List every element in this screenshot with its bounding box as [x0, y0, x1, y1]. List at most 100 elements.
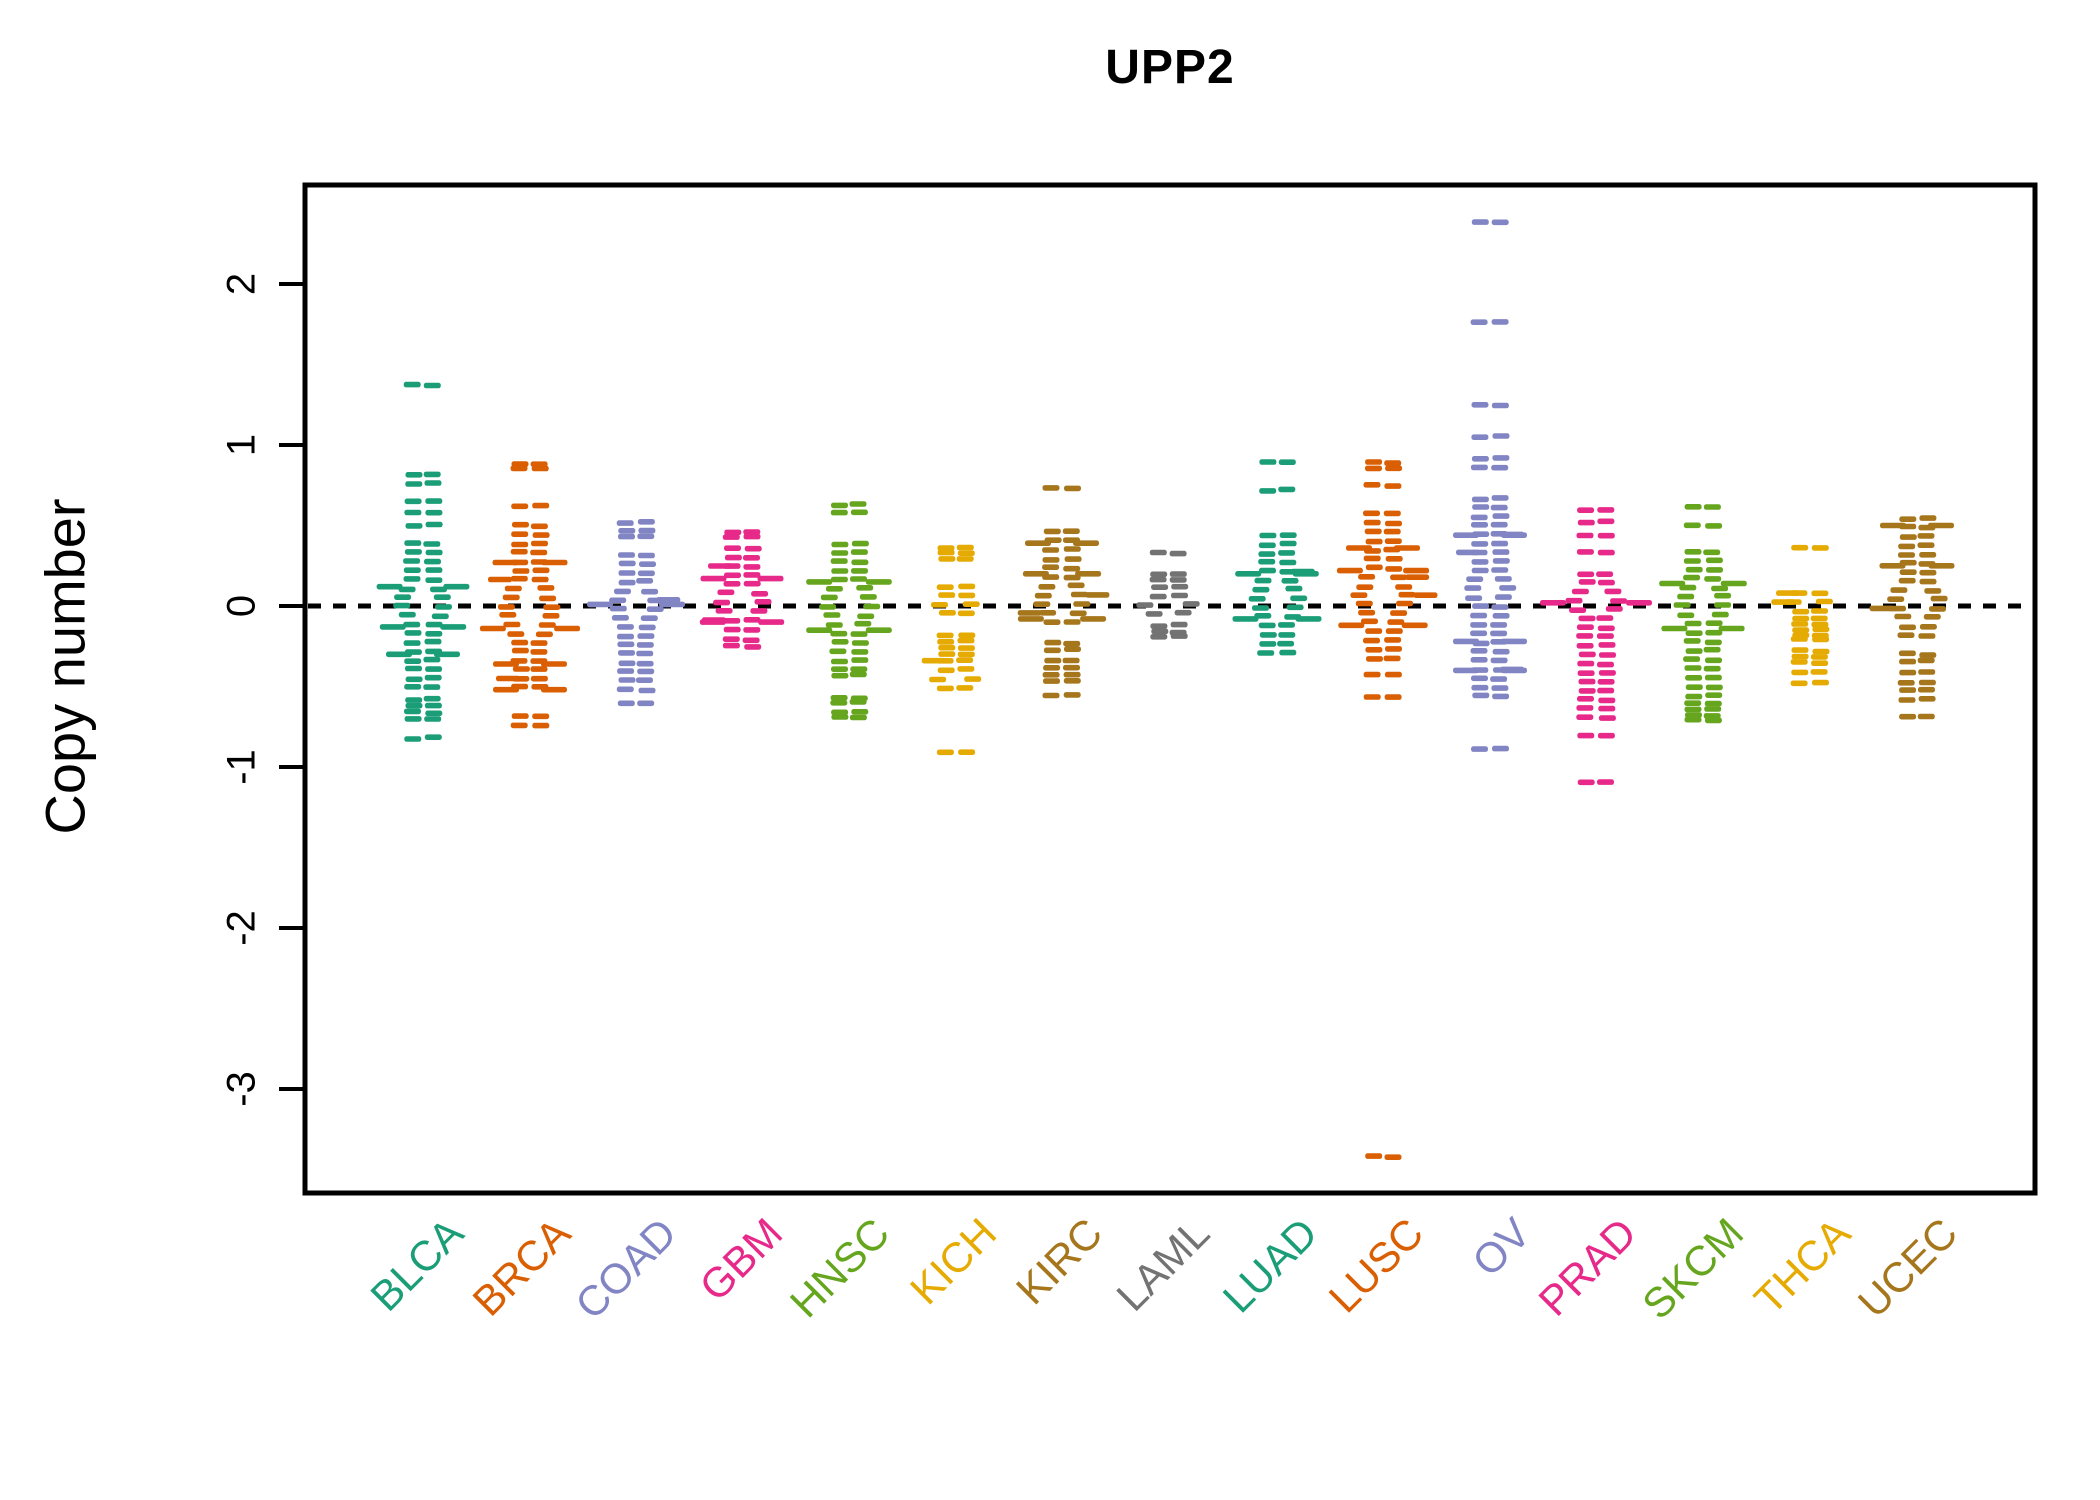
- data-dash: [1062, 657, 1080, 664]
- data-dash: [742, 637, 760, 644]
- data-dash: [724, 545, 741, 551]
- data-dash: [937, 549, 955, 556]
- data-dash: [511, 531, 529, 537]
- data-dash: [921, 657, 946, 664]
- data-dash: [1685, 712, 1702, 718]
- data-dash: [1470, 648, 1488, 654]
- data-dash: [1685, 693, 1703, 700]
- data-dash: [430, 586, 447, 593]
- data-dash: [1659, 580, 1686, 587]
- data-dash: [618, 533, 635, 540]
- data-dash: [1919, 652, 1937, 658]
- data-dash: [1064, 646, 1081, 652]
- data-dash: [1286, 604, 1304, 611]
- data-dash: [1684, 549, 1702, 555]
- data-dash: [1150, 571, 1168, 578]
- data-dash: [1812, 648, 1830, 655]
- data-dash: [1038, 584, 1056, 590]
- data-dash: [1149, 576, 1167, 583]
- data-dash: [1470, 464, 1488, 471]
- data-dash: [638, 527, 656, 534]
- data-dash: [1810, 615, 1828, 622]
- data-dash: [806, 627, 833, 633]
- data-dash: [863, 603, 881, 610]
- data-dash: [532, 532, 550, 538]
- data-dash: [1169, 571, 1187, 577]
- data-dash: [1918, 669, 1936, 675]
- data-dash: [1494, 594, 1512, 600]
- data-dash: [510, 575, 528, 582]
- data-dash: [957, 637, 975, 644]
- data-dash: [1598, 697, 1616, 704]
- data-dash: [1281, 578, 1299, 584]
- data-dash: [1290, 595, 1308, 602]
- data-dash: [1792, 627, 1810, 633]
- data-dash: [1258, 622, 1276, 629]
- data-dash: [1338, 622, 1365, 629]
- data-dash: [831, 658, 848, 665]
- data-dash: [1578, 678, 1596, 685]
- data-dash: [511, 461, 529, 467]
- data-dash: [724, 572, 741, 579]
- y-tick-label--1: -1: [219, 749, 264, 785]
- data-dash: [424, 674, 442, 681]
- data-dash: [1791, 669, 1809, 676]
- data-dash: [1704, 706, 1722, 712]
- data-dash: [1919, 515, 1937, 521]
- data-dash: [1258, 558, 1276, 565]
- data-dash: [1597, 661, 1614, 668]
- data-dash: [1704, 576, 1722, 582]
- data-dash: [1384, 694, 1402, 700]
- data-dash: [656, 597, 681, 603]
- data-dash: [1466, 576, 1484, 582]
- data-dash: [512, 521, 529, 528]
- data-dash: [938, 556, 956, 562]
- data-dash: [1259, 567, 1276, 574]
- data-dash: [424, 702, 442, 709]
- data-dash: [543, 604, 561, 610]
- data-dash: [1928, 563, 1955, 569]
- data-dash: [1685, 684, 1703, 690]
- data-dash: [530, 461, 548, 467]
- data-dash: [1899, 669, 1917, 676]
- data-dash: [502, 594, 520, 601]
- data-dash: [539, 595, 557, 602]
- data-dash: [1361, 618, 1378, 625]
- data-dash: [1405, 574, 1430, 580]
- data-dash: [856, 585, 874, 591]
- y-axis-title: Copy number: [33, 498, 97, 835]
- data-dash: [1492, 433, 1510, 439]
- data-dash: [1894, 613, 1912, 620]
- data-dash: [1576, 714, 1594, 720]
- data-dash: [424, 558, 441, 565]
- data-dash: [405, 676, 423, 683]
- data-dash: [850, 631, 868, 637]
- data-dash: [1062, 528, 1080, 534]
- data-dash: [1685, 648, 1703, 654]
- data-dash: [1259, 488, 1277, 494]
- data-dash: [488, 576, 512, 583]
- data-dash: [820, 594, 838, 601]
- data-dash: [1365, 564, 1383, 571]
- data-dash: [636, 578, 654, 584]
- data-dash: [830, 700, 848, 706]
- data-dash: [1064, 485, 1081, 492]
- data-dash: [1683, 522, 1701, 529]
- data-dash: [1471, 559, 1489, 565]
- data-dash: [1604, 588, 1622, 595]
- data-dash: [404, 549, 422, 555]
- data-dash: [405, 702, 423, 709]
- data-dash: [1034, 592, 1052, 599]
- data-dash: [1292, 571, 1319, 577]
- data-dash: [403, 576, 421, 582]
- data-dash: [1578, 688, 1596, 694]
- data-dash: [956, 556, 974, 562]
- data-dash: [831, 709, 849, 716]
- data-dash: [1279, 559, 1297, 566]
- data-dash: [479, 625, 506, 632]
- data-dash: [1043, 528, 1061, 535]
- data-dash: [1149, 593, 1167, 600]
- data-dash: [1578, 615, 1596, 622]
- data-dash: [1363, 519, 1381, 526]
- data-dash: [511, 713, 529, 719]
